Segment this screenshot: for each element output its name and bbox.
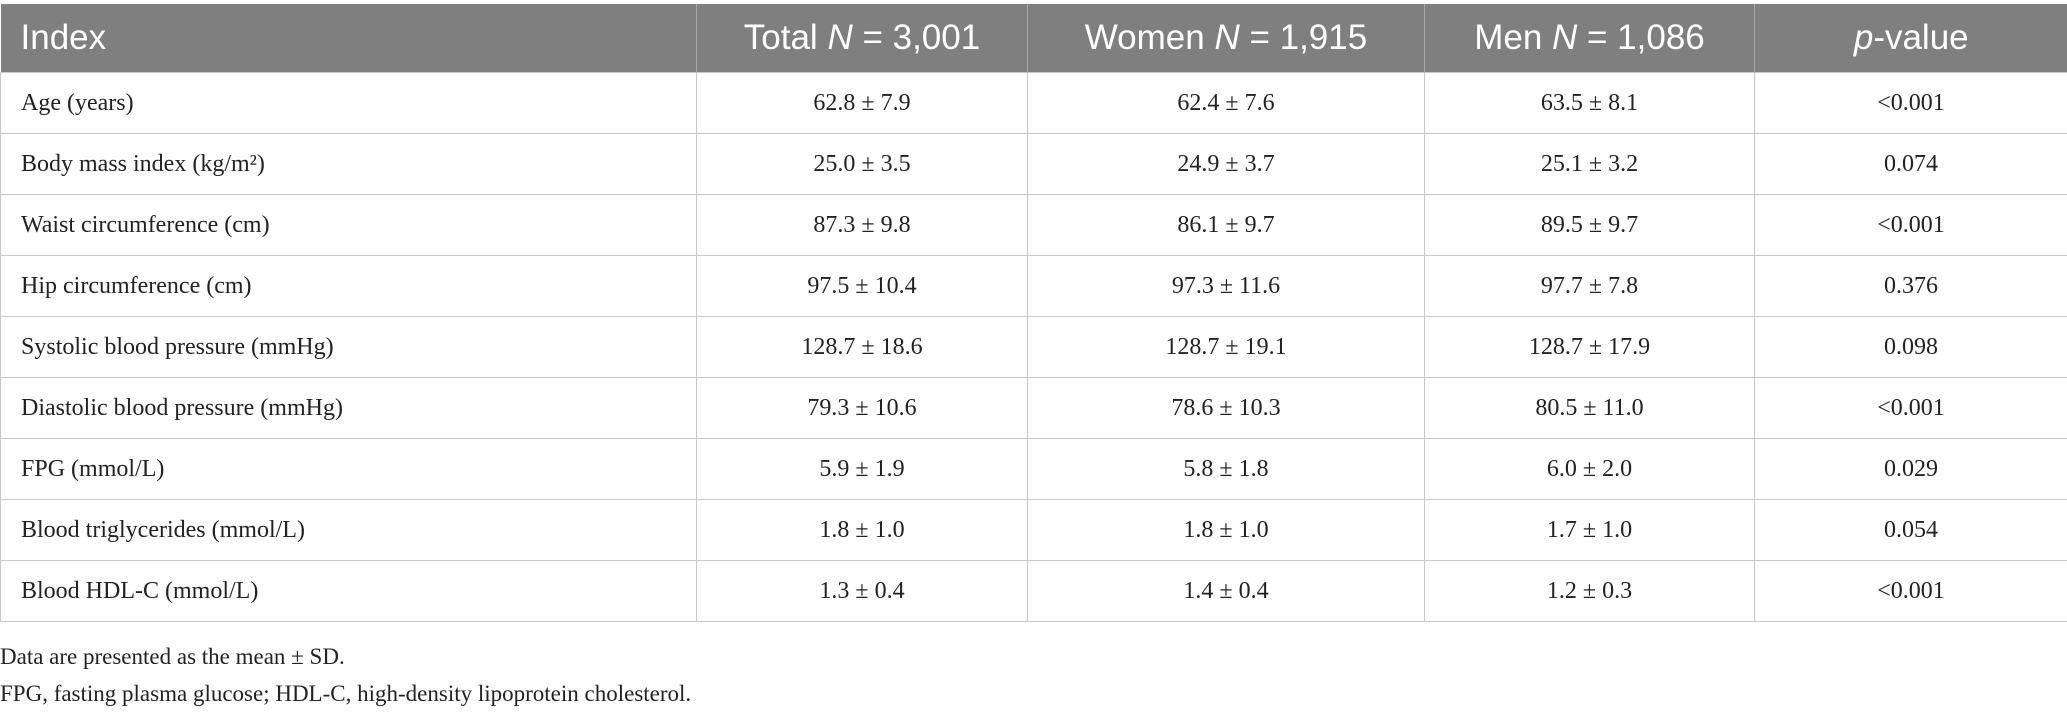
table-row: Systolic blood pressure (mmHg) 128.7 ± 18…	[0, 316, 2067, 378]
cell: 6.0 ± 2.0	[1424, 438, 1755, 500]
header-text: Index	[20, 18, 107, 57]
header-cell: Women N = 1,915	[1027, 4, 1425, 73]
cell: 97.7 ± 7.8	[1424, 255, 1755, 317]
table-row: FPG (mmol/L) 5.9 ± 1.9 5.8 ± 1.8 6.0 ± 2.0 0…	[0, 438, 2067, 500]
cell: 97.3 ± 11.6	[1027, 255, 1425, 317]
footnotes: Data are presented as the mean ± SD. FPG,…	[0, 638, 691, 712]
table-row: Blood HDL-C (mmol/L) 1.3 ± 0.4 1.4 ± 0.4 1.…	[0, 560, 2067, 622]
table-row: Age (years) 62.8 ± 7.9 62.4 ± 7.6 63.5 ± 8.…	[0, 72, 2067, 134]
header-text: Women	[1084, 18, 1215, 57]
table-row: Diastolic blood pressure (mmHg) 79.3 ± 10…	[0, 377, 2067, 439]
cell: 0.054	[1754, 499, 2067, 561]
cell: 97.5 ± 10.4	[696, 255, 1028, 317]
row-label: Systolic blood pressure (mmHg)	[0, 316, 697, 378]
header-text: = 1,915	[1239, 18, 1368, 57]
cell: 0.098	[1754, 316, 2067, 378]
row-label: Body mass index (kg/m²)	[0, 133, 697, 195]
cell: 5.8 ± 1.8	[1027, 438, 1425, 500]
cell: 24.9 ± 3.7	[1027, 133, 1425, 195]
cell: 62.4 ± 7.6	[1027, 72, 1425, 134]
cell: 1.8 ± 1.0	[1027, 499, 1425, 561]
header-text: = 3,001	[852, 18, 981, 57]
cell: 0.029	[1754, 438, 2067, 500]
cell: <0.001	[1754, 377, 2067, 439]
cell: 62.8 ± 7.9	[696, 72, 1028, 134]
cell: 89.5 ± 9.7	[1424, 194, 1755, 256]
row-label: Diastolic blood pressure (mmHg)	[0, 377, 697, 439]
cell: 128.7 ± 19.1	[1027, 316, 1425, 378]
cell: 86.1 ± 9.7	[1027, 194, 1425, 256]
cell: 0.074	[1754, 133, 2067, 195]
header-text: N	[1214, 18, 1240, 57]
cell: 128.7 ± 18.6	[696, 316, 1028, 378]
row-label: Hip circumference (cm)	[0, 255, 697, 317]
cell: 79.3 ± 10.6	[696, 377, 1028, 439]
header-text: -value	[1873, 18, 1969, 57]
footnote: FPG, fasting plasma glucose; HDL-C, high…	[0, 681, 692, 706]
header-cell: Men N = 1,086	[1424, 4, 1755, 73]
header-text: Total	[743, 18, 828, 57]
cell: 80.5 ± 11.0	[1424, 377, 1755, 439]
header-text: Men	[1474, 18, 1553, 57]
cell: 128.7 ± 17.9	[1424, 316, 1755, 378]
header-text: N	[1552, 18, 1578, 57]
table-row: Blood triglycerides (mmol/L) 1.8 ± 1.0 1.8…	[0, 499, 2067, 561]
header-text: N	[827, 18, 853, 57]
cell: 63.5 ± 8.1	[1424, 72, 1755, 134]
cell: 78.6 ± 10.3	[1027, 377, 1425, 439]
header-cell: Total N = 3,001	[696, 4, 1028, 73]
table-row: Hip circumference (cm) 97.5 ± 10.4 97.3 ± …	[0, 255, 2067, 317]
data-table: Index Total N = 3,001 Women N = 1,915 Men N…	[0, 4, 2067, 622]
row-label: Blood triglycerides (mmol/L)	[0, 499, 697, 561]
table-body: Age (years) 62.8 ± 7.9 62.4 ± 7.6 63.5 ± 8.…	[0, 72, 2067, 622]
header-cell: p-value	[1754, 4, 2067, 73]
row-label: Blood HDL-C (mmol/L)	[0, 560, 697, 622]
cell: 1.4 ± 0.4	[1027, 560, 1425, 622]
header-cell: Index	[0, 4, 697, 73]
footnote: Data are presented as the mean ± SD.	[0, 644, 345, 669]
header-text: p	[1853, 18, 1874, 57]
row-label: Waist circumference (cm)	[0, 194, 697, 256]
cell: <0.001	[1754, 194, 2067, 256]
cell: 25.0 ± 3.5	[696, 133, 1028, 195]
cell: 0.376	[1754, 255, 2067, 317]
cell: 25.1 ± 3.2	[1424, 133, 1755, 195]
row-label: FPG (mmol/L)	[0, 438, 697, 500]
cell: 1.2 ± 0.3	[1424, 560, 1755, 622]
header-row: Index Total N = 3,001 Women N = 1,915 Men N…	[0, 4, 2067, 73]
table-row: Waist circumference (cm) 87.3 ± 9.8 86.1 ±…	[0, 194, 2067, 256]
row-label: Age (years)	[0, 72, 697, 134]
cell: 1.8 ± 1.0	[696, 499, 1028, 561]
cell: 1.3 ± 0.4	[696, 560, 1028, 622]
cell: <0.001	[1754, 72, 2067, 134]
cell: 87.3 ± 9.8	[696, 194, 1028, 256]
header-text: = 1,086	[1577, 18, 1705, 57]
table-row: Body mass index (kg/m²) 25.0 ± 3.5 24.9 ± …	[0, 133, 2067, 195]
cell: <0.001	[1754, 560, 2067, 622]
cell: 1.7 ± 1.0	[1424, 499, 1755, 561]
cell: 5.9 ± 1.9	[696, 438, 1028, 500]
